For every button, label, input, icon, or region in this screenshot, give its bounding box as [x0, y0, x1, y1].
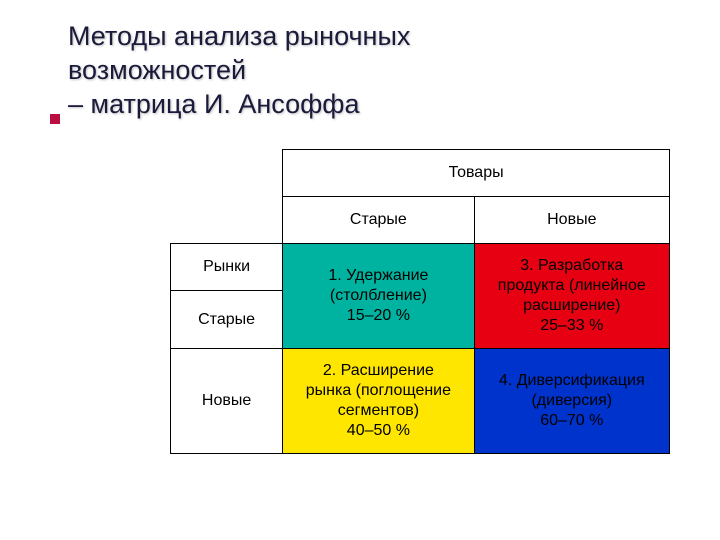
q2-l4: 25–33 %	[540, 317, 603, 334]
q3-l4: 40–50 %	[347, 422, 410, 439]
q1-l2: (столбление)	[330, 287, 427, 304]
q1-l1: 1. Удержание	[328, 267, 428, 284]
q4-l2: (диверсия)	[531, 392, 612, 409]
cell-q3: 2. Расширение рынка (поглощение сегменто…	[283, 349, 474, 454]
corner-blank	[171, 150, 283, 244]
title-line-2: возможностей	[68, 55, 246, 85]
q4-l1: 4. Диверсификация	[499, 372, 645, 389]
title-line-3: – матрица И. Ансоффа	[68, 89, 360, 119]
col-sub-old: Старые	[283, 197, 474, 244]
cell-q2: 3. Разработка продукта (линейное расшире…	[474, 244, 669, 349]
q2-l3: расширение)	[523, 297, 620, 314]
title-line-1: Методы анализа рыночных	[68, 21, 410, 51]
cell-q1: 1. Удержание (столбление) 15–20 %	[283, 244, 474, 349]
slide-title: Методы анализа рыночных возможностей – м…	[68, 20, 680, 121]
q3-l3: сегментов)	[338, 402, 419, 419]
row-header-markets: Рынки	[171, 244, 283, 291]
ansoff-matrix: Товары Старые Новые Рынки 1. Удержание (…	[170, 149, 670, 454]
q1-l3: 15–20 %	[347, 307, 410, 324]
q4-l3: 60–70 %	[540, 412, 603, 429]
col-header-products: Товары	[283, 150, 670, 197]
q3-l2: рынка (поглощение	[306, 382, 451, 399]
row-sub-new: Новые	[171, 349, 283, 454]
col-sub-new: Новые	[474, 197, 669, 244]
row-sub-old: Старые	[171, 291, 283, 349]
cell-q4: 4. Диверсификация (диверсия) 60–70 %	[474, 349, 669, 454]
q3-l1: 2. Расширение	[323, 362, 434, 379]
accent-bar	[50, 114, 60, 124]
q2-l2: продукта (линейное	[498, 277, 646, 294]
q2-l1: 3. Разработка	[520, 257, 623, 274]
